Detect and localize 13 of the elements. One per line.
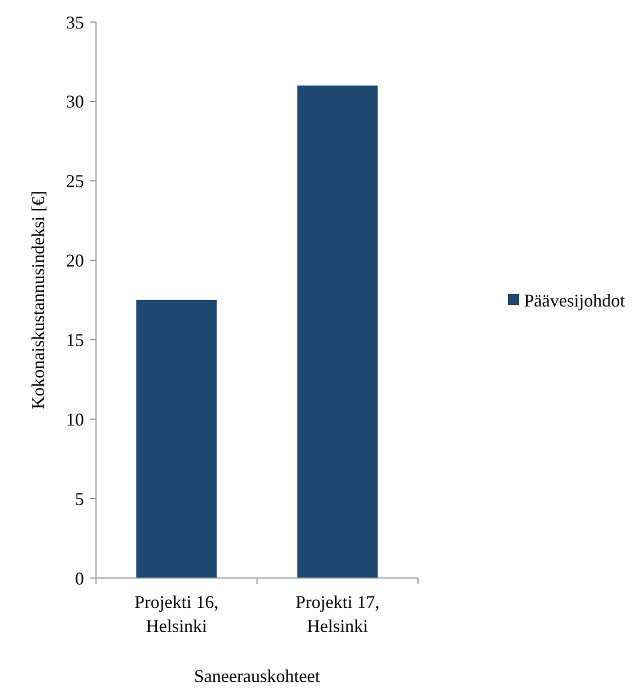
y-axis-title: Kokonaiskustannusindeksi [€] xyxy=(28,190,48,410)
x-tick-label: Projekti 16, Helsinki xyxy=(134,592,218,636)
y-tick-label: 0 xyxy=(75,568,84,588)
y-tick-label: 10 xyxy=(66,409,84,430)
y-tick-label: 30 xyxy=(66,92,84,112)
y-tick-label: 5 xyxy=(75,488,84,509)
y-tick-label: 35 xyxy=(66,12,84,32)
x-tick-label: Projekti 17, Helsinki xyxy=(296,592,380,636)
y-tick-label: 15 xyxy=(66,330,84,350)
x-axis-title: Saneerauskohteet xyxy=(194,666,320,686)
y-tick-label: 25 xyxy=(66,171,84,192)
legend-label: Päävesijohdot xyxy=(524,290,625,310)
y-tick-label: 20 xyxy=(66,250,84,271)
